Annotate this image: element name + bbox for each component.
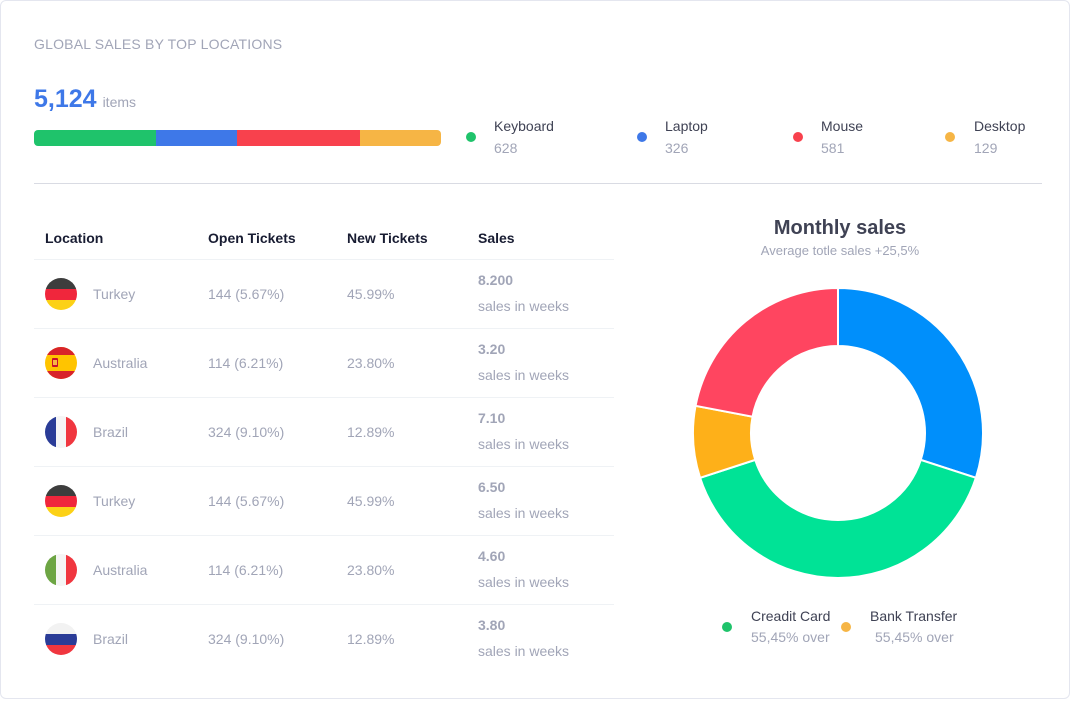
legend-label: Creadit Card (751, 608, 831, 624)
table-row: Australia 114 (6.21%) 23.80% 3.20 sales … (34, 329, 614, 398)
progress-segment-mouse (237, 130, 360, 146)
sales-value: 7.10 (478, 410, 506, 426)
new-tickets: 12.89% (347, 424, 395, 440)
table-header: Location Open Tickets New Tickets Sales (34, 221, 614, 260)
spain-flag-icon (45, 347, 77, 379)
open-tickets: 114 (6.21%) (208, 355, 284, 371)
sales-value: 3.20 (478, 341, 506, 357)
legend-value: 326 (665, 140, 689, 156)
table-row: Turkey 144 (5.67%) 45.99% 6.50 sales in … (34, 467, 614, 536)
donut-slice-3 (694, 286, 839, 418)
sales-subtitle: sales in weeks (478, 367, 570, 383)
dot-icon (793, 132, 803, 142)
location-name: Turkey (93, 286, 136, 302)
header-new-tickets: New Tickets (347, 230, 428, 246)
stacked-progress-bar (34, 130, 441, 146)
location-name: Australia (93, 355, 148, 371)
open-tickets: 324 (9.10%) (208, 631, 285, 647)
open-tickets: 114 (6.21%) (208, 562, 284, 578)
germany-flag-icon (45, 278, 77, 310)
new-tickets: 45.99% (347, 493, 395, 509)
total-items: 5,124 items (34, 85, 136, 114)
total-value: 5,124 (34, 85, 97, 113)
header-open-tickets: Open Tickets (208, 230, 296, 246)
legend-label: Desktop (974, 118, 1026, 134)
dot-icon (637, 132, 647, 142)
location-name: Australia (93, 562, 148, 578)
legend-value: 628 (494, 140, 518, 156)
legend-value: 581 (821, 140, 845, 156)
location-name: Brazil (93, 631, 129, 647)
chart-subtitle: Average totle sales +25,5% (760, 243, 920, 258)
table-row: Turkey 144 (5.67%) 45.99% 8.200 sales in… (34, 260, 614, 329)
sales-value: 8.200 (478, 272, 514, 288)
location-name: Turkey (93, 493, 136, 509)
sales-subtitle: sales in weeks (478, 436, 570, 452)
open-tickets: 144 (5.67%) (208, 493, 285, 509)
new-tickets: 45.99% (347, 286, 395, 302)
new-tickets: 23.80% (347, 355, 395, 371)
progress-segment-keyboard (34, 130, 157, 146)
dot-icon (466, 132, 476, 142)
chart-title: Monthly sales (773, 217, 907, 239)
table-row: Brazil 324 (9.10%) 12.89% 3.80 sales in … (34, 605, 614, 673)
legend-value: 129 (974, 140, 998, 156)
dot-icon (945, 132, 955, 142)
total-unit: items (102, 94, 137, 110)
header-location: Location (45, 230, 104, 246)
card-title: GLOBAL SALES BY TOP LOCATIONS (34, 36, 283, 52)
sales-subtitle: sales in weeks (478, 505, 570, 521)
open-tickets: 144 (5.67%) (208, 286, 285, 302)
legend-value: 55,45% over (875, 629, 954, 645)
legend-label: Laptop (665, 118, 708, 134)
italy-flag-icon (45, 554, 77, 586)
section-divider (34, 183, 1042, 184)
germany-flag-icon (45, 485, 77, 517)
new-tickets: 12.89% (347, 631, 395, 647)
sales-value: 4.60 (478, 548, 506, 564)
donut-slice-1 (698, 458, 978, 579)
sales-subtitle: sales in weeks (478, 298, 570, 314)
progress-segment-desktop (359, 130, 441, 146)
sales-value: 3.80 (478, 617, 506, 633)
progress-segment-laptop (156, 130, 238, 146)
sales-subtitle: sales in weeks (478, 643, 570, 659)
legend-label: Keyboard (494, 118, 554, 134)
donut-slice-0 (837, 286, 984, 480)
legend-label: Bank Transfer (870, 608, 958, 624)
dot-icon (841, 622, 851, 632)
france-flag-icon (45, 416, 77, 448)
locations-table: Location Open Tickets New Tickets Sales … (34, 221, 614, 673)
new-tickets: 23.80% (347, 562, 395, 578)
dot-icon (722, 622, 732, 632)
monthly-sales-donut-chart (692, 286, 984, 579)
legend-value: 55,45% over (751, 629, 830, 645)
location-name: Brazil (93, 424, 129, 440)
open-tickets: 324 (9.10%) (208, 424, 285, 440)
table-row: Brazil 324 (9.10%) 12.89% 7.10 sales in … (34, 398, 614, 467)
russia-flag-icon (45, 623, 77, 655)
header-sales: Sales (478, 230, 515, 246)
legend-label: Mouse (821, 118, 864, 134)
sales-value: 6.50 (478, 479, 506, 495)
sales-subtitle: sales in weeks (478, 574, 570, 590)
table-row: Australia 114 (6.21%) 23.80% 4.60 sales … (34, 536, 614, 605)
